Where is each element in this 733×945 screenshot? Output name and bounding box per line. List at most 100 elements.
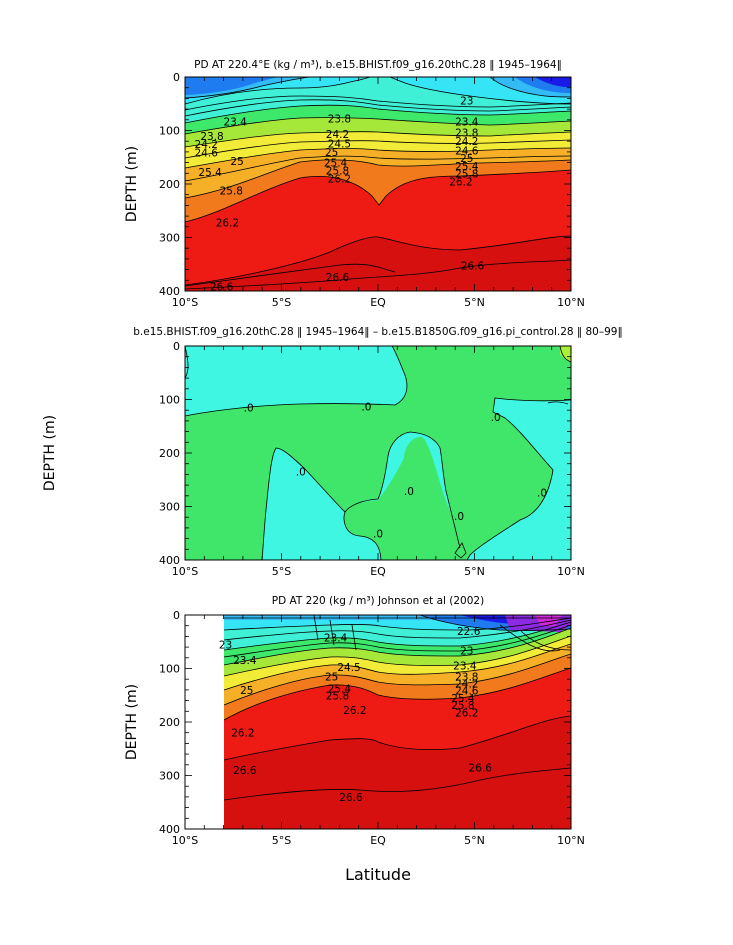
y-tick-label: 0 — [173, 71, 180, 84]
x-tick-label: 10°N — [557, 834, 585, 847]
x-tick-label: 5°N — [464, 565, 485, 578]
panel-title: PD AT 220 (kg / m³) Johnson et al (2002) — [272, 595, 484, 607]
y-tick-label: 200 — [159, 716, 180, 729]
y-tick-label: 100 — [159, 663, 180, 676]
x-tick-label: 5°N — [464, 834, 485, 847]
contour-label: .0 — [537, 488, 547, 500]
contour-label: 24.6 — [195, 147, 219, 159]
y-tick-label: 0 — [173, 609, 180, 622]
panel-title: b.e15.BHIST.f09_g16.20thC.28 ‖ 1945–1964… — [133, 326, 622, 338]
contour-label: 25.4 — [198, 167, 222, 179]
contour-label: .0 — [454, 511, 464, 523]
x-tick-label: 5°S — [272, 834, 291, 847]
panel-title: PD AT 220.4°E (kg / m³), b.e15.BHIST.f09… — [194, 59, 562, 71]
contour-label: 22.6 — [457, 626, 481, 638]
difference-section-contour-labels: .0 .0 .0 .0 .0 .0 .0 .0 — [244, 401, 547, 540]
contour-label: 25.4 — [451, 693, 475, 705]
contour-label: 24.2 — [455, 678, 478, 690]
contour-label: .0 — [404, 486, 414, 498]
y-axis-label: DEPTH (m) — [124, 146, 140, 222]
contour-label: 25.8 — [326, 690, 349, 702]
x-tick-label: 10°S — [172, 296, 198, 309]
contour-label: 25.4 — [455, 161, 479, 173]
x-tick-label: 10°N — [557, 565, 585, 578]
axes-layer: 10°S 5°S EQ 5°N 10°N 0 100 200 300 400 PD AT 220.4… — [42, 59, 623, 847]
x-tick-label: 5°S — [272, 296, 291, 309]
contour-label: 25 — [460, 153, 473, 165]
contour-label: 23.8 — [455, 128, 478, 140]
contour-label: 25 — [230, 156, 243, 168]
x-tick-label: EQ — [370, 296, 386, 309]
contour-label: 24.2 — [455, 136, 478, 148]
contour-label: 23.4 — [324, 632, 348, 644]
contour-label: 24.5 — [328, 138, 351, 150]
panel-difference-fill — [185, 346, 571, 560]
panel-model-pd — [185, 77, 571, 291]
contour-label: 25 — [240, 685, 253, 697]
contour-label: 26.2 — [216, 218, 239, 230]
contour-label: 23.8 — [455, 672, 478, 684]
panel-model-pd-contours — [185, 77, 571, 290]
contour-label: 25.8 — [451, 700, 474, 712]
x-tick-label: 10°N — [557, 296, 585, 309]
contour-label: 26.6 — [326, 272, 350, 284]
y-tick-label: 200 — [159, 447, 180, 460]
contour-label: 25.8 — [220, 185, 243, 197]
contour-label: 24.6 — [455, 145, 479, 157]
difference-section-axes: 10°S 5°S EQ 5°N 10°N 0 100 200 300 400 b.e15.BHIST… — [42, 326, 623, 578]
y-tick-label: 100 — [159, 125, 180, 138]
contour-label: .0 — [296, 467, 306, 479]
contour-label: 26.2 — [449, 176, 472, 188]
contour-label: 23 — [460, 645, 473, 657]
contour-label: 23.4 — [223, 116, 247, 128]
panel-observed-pd-contours — [223, 615, 571, 801]
contour-label: 24.2 — [326, 129, 349, 141]
panel-observed-pd-fill — [224, 615, 571, 829]
y-tick-label: 300 — [159, 232, 180, 245]
contour-label: 25.8 — [326, 166, 349, 178]
contour-label: 26.2 — [455, 707, 478, 719]
y-axis-label: DEPTH (m) — [124, 684, 140, 760]
contour-label: 23.8 — [328, 114, 351, 126]
contour-label: 26.6 — [461, 260, 485, 272]
contour-label: 26.6 — [210, 282, 234, 294]
x-axis-label: Latitude — [345, 865, 411, 884]
contour-label: 26.2 — [231, 728, 254, 740]
contour-label: .0 — [491, 412, 501, 424]
contour-label: 23 — [460, 96, 473, 108]
x-tick-label: 5°S — [272, 565, 291, 578]
contour-label: 24.6 — [455, 685, 479, 697]
x-tick-label: 5°N — [464, 296, 485, 309]
panel-observed-pd — [185, 615, 571, 829]
y-tick-label: 100 — [159, 394, 180, 407]
observed-potential-density-section-axes: 10°S 5°S EQ 5°N 10°N 0 100 200 300 400 PD AT 220 (… — [124, 595, 585, 847]
y-tick-label: 400 — [159, 554, 180, 567]
contour-label: 25 — [325, 147, 338, 159]
contour-label: 26.6 — [339, 792, 363, 804]
contour-label: 26.6 — [469, 762, 493, 774]
panel-difference — [185, 346, 571, 560]
y-axis-label: DEPTH (m) — [42, 415, 58, 491]
contour-label: 25.4 — [324, 158, 348, 170]
panel-difference-contours — [185, 346, 571, 560]
contour-label: 23.8 — [200, 131, 223, 143]
y-tick-label: 300 — [159, 501, 180, 514]
contour-label: 23.4 — [453, 660, 477, 672]
x-tick-label: EQ — [370, 834, 386, 847]
contour-label: .0 — [361, 401, 371, 413]
contour-label: 25.4 — [328, 683, 352, 695]
contour-label: 25 — [325, 672, 338, 684]
contour-label: 23.4 — [233, 655, 257, 667]
y-tick-label: 300 — [159, 770, 180, 783]
contour-label: 23 — [219, 639, 232, 651]
x-tick-label: 10°S — [172, 834, 198, 847]
contour-label: 26.2 — [343, 705, 366, 717]
y-tick-label: 400 — [159, 823, 180, 836]
model-potential-density-section-axes: 10°S 5°S EQ 5°N 10°N 0 100 200 300 400 PD AT 220.4… — [124, 59, 585, 309]
contour-label: 23.4 — [455, 116, 479, 128]
x-tick-label: EQ — [370, 565, 386, 578]
x-tick-label: 10°S — [172, 565, 198, 578]
